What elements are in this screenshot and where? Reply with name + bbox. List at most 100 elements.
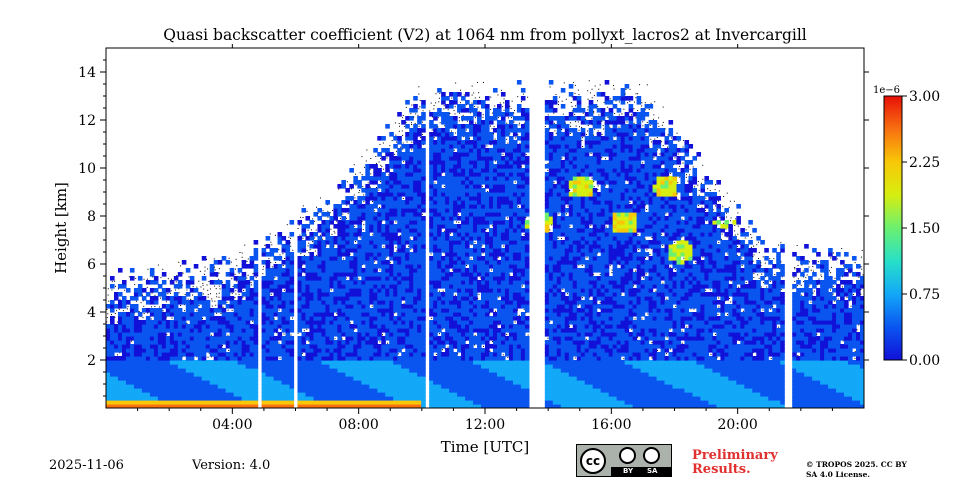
field-cell	[389, 240, 394, 245]
field-cell	[337, 224, 342, 229]
field-cell	[488, 180, 494, 185]
field-cell	[189, 308, 195, 313]
noise-dot	[433, 108, 435, 110]
field-cell	[496, 368, 502, 373]
noise-dot	[202, 284, 204, 286]
field-cell	[469, 116, 474, 121]
noise-dot	[489, 312, 491, 314]
field-cell	[477, 128, 482, 133]
field-cell	[445, 220, 450, 225]
noise-dot	[342, 258, 344, 260]
field-cell	[193, 304, 199, 309]
field-cell	[233, 324, 239, 329]
field-cell	[385, 388, 390, 393]
field-cell	[345, 316, 350, 321]
field-cell	[417, 144, 422, 149]
field-cell	[357, 388, 362, 393]
field-cell	[277, 312, 283, 317]
field-cell	[229, 332, 235, 337]
field-cell	[453, 188, 458, 193]
field-cell	[469, 344, 474, 349]
field-cell	[245, 284, 251, 289]
field-cell	[169, 396, 175, 401]
field-cell	[441, 284, 446, 289]
field-cell	[317, 228, 323, 233]
field-cell	[261, 340, 267, 345]
field-cell	[253, 360, 259, 365]
field-cell	[429, 144, 434, 149]
field-cell	[301, 288, 307, 293]
field-cell	[361, 280, 366, 285]
field-cell	[453, 156, 458, 161]
field-cell	[496, 404, 502, 408]
field-cell	[265, 272, 271, 277]
noise-dot	[238, 294, 240, 296]
field-cell	[477, 264, 482, 269]
field-cell	[161, 396, 167, 401]
field-cell	[265, 236, 271, 241]
field-cell	[429, 360, 434, 365]
noise-dot	[319, 197, 321, 199]
noise-dot	[379, 341, 381, 343]
field-cell	[197, 300, 203, 305]
field-cell	[145, 380, 151, 385]
field-cell	[473, 308, 478, 313]
field-cell	[221, 332, 227, 337]
field-cell	[381, 172, 386, 177]
field-cell	[393, 288, 398, 293]
field-cell	[437, 404, 442, 408]
field-cell	[485, 196, 490, 201]
field-cell	[457, 140, 462, 145]
field-cell	[241, 396, 247, 401]
field-cell	[297, 328, 303, 333]
field-cell	[465, 324, 470, 329]
field-cell	[437, 128, 442, 133]
field-cell	[437, 260, 442, 265]
noise-dot	[218, 285, 220, 287]
field-cell	[233, 404, 239, 408]
field-cell	[473, 396, 478, 401]
field-cell	[337, 268, 342, 273]
field-cell	[409, 180, 414, 185]
field-cell	[437, 112, 442, 117]
field-cell	[353, 388, 358, 393]
field-cell	[189, 336, 195, 341]
field-cell	[413, 244, 418, 249]
field-cell	[429, 396, 434, 401]
field-cell	[157, 332, 163, 337]
field-cell	[109, 404, 115, 408]
field-cell	[337, 284, 342, 289]
noise-dot	[181, 356, 183, 358]
field-cell	[273, 368, 279, 373]
field-cell	[245, 400, 251, 405]
field-cell	[409, 252, 414, 257]
field-cell	[349, 364, 354, 369]
field-cell	[153, 364, 159, 369]
noise-dot	[278, 309, 280, 311]
field-cell	[441, 120, 446, 125]
field-cell	[201, 400, 207, 405]
field-cell	[301, 244, 307, 249]
field-cell	[393, 340, 398, 345]
field-cell	[461, 292, 466, 297]
field-cell	[106, 376, 111, 381]
field-cell	[157, 320, 163, 325]
field-cell	[373, 388, 378, 393]
field-cell	[496, 300, 502, 305]
field-cell	[397, 280, 402, 285]
field-cell	[141, 384, 147, 389]
field-cell	[197, 292, 203, 297]
field-cell	[345, 200, 350, 205]
field-cell	[433, 208, 438, 213]
noise-dot	[374, 210, 376, 212]
field-cell	[461, 336, 466, 341]
field-cell	[229, 304, 235, 309]
field-cell	[325, 264, 331, 269]
field-cell	[409, 304, 414, 309]
field-cell	[133, 388, 139, 393]
field-cell	[317, 396, 323, 401]
noise-dot	[316, 206, 318, 208]
field-cell	[381, 280, 386, 285]
field-cell	[313, 344, 319, 349]
field-cell	[496, 400, 502, 405]
